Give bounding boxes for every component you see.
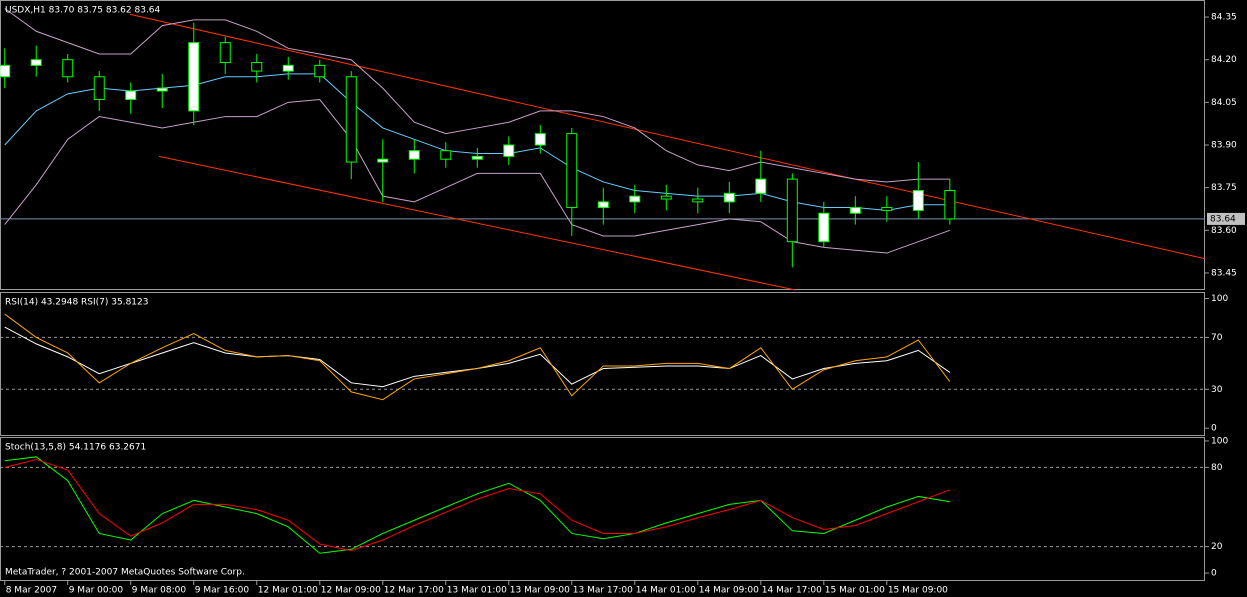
y-tick-label: 83.60 bbox=[1211, 226, 1237, 236]
y-tick-label: 20 bbox=[1211, 542, 1223, 552]
candle-body bbox=[660, 195, 672, 200]
y-tick-label: 83.45 bbox=[1211, 268, 1237, 278]
candle-body bbox=[30, 59, 42, 66]
series-line bbox=[4, 73, 950, 211]
series-line bbox=[4, 313, 951, 401]
x-tick-label: 13 Mar 17:00 bbox=[573, 586, 633, 596]
candle-body bbox=[881, 207, 893, 211]
panel-title: USDX,H1 83.70 83.75 83.62 83.64 bbox=[5, 6, 161, 16]
y-tick-label: 80 bbox=[1211, 463, 1223, 473]
panel-border bbox=[0, 437, 1205, 581]
y-tick-label: 83.75 bbox=[1211, 183, 1237, 193]
candle-body bbox=[471, 155, 483, 160]
x-tick-label: 13 Mar 01:00 bbox=[447, 586, 507, 596]
footer: MetaTrader, ? 2001-2007 MetaQuotes Softw… bbox=[5, 568, 245, 578]
x-tick-label: 9 Mar 00:00 bbox=[69, 586, 124, 596]
candle-body bbox=[629, 195, 641, 203]
x-tick-label: 15 Mar 09:00 bbox=[888, 586, 948, 596]
panel-border bbox=[0, 0, 1205, 290]
y-tick-label: 84.35 bbox=[1211, 13, 1237, 23]
candle-body bbox=[818, 212, 830, 243]
candle-body bbox=[534, 133, 546, 146]
trend-line bbox=[129, 13, 1206, 260]
panel-title: Stoch(13,5,8) 54.1176 63.2671 bbox=[5, 443, 146, 453]
candle-body bbox=[786, 178, 798, 243]
candle-body bbox=[314, 64, 326, 78]
candle-body bbox=[345, 76, 357, 163]
panel-title: RSI(14) 43.2948 RSI(7) 35.8123 bbox=[5, 298, 148, 308]
candle-body bbox=[566, 133, 578, 209]
x-tick-label: 14 Mar 17:00 bbox=[762, 586, 822, 596]
candle-body bbox=[251, 62, 263, 72]
x-tick-label: 12 Mar 01:00 bbox=[258, 586, 318, 596]
last-price-box bbox=[1207, 212, 1245, 225]
trend-line bbox=[158, 155, 796, 291]
candle-body bbox=[93, 76, 105, 101]
series-line bbox=[4, 326, 951, 388]
x-tick-label: 14 Mar 01:00 bbox=[636, 586, 696, 596]
candle-body bbox=[440, 150, 452, 160]
candle-body bbox=[755, 178, 767, 194]
x-tick-label: 9 Mar 16:00 bbox=[195, 586, 250, 596]
candle-body bbox=[723, 192, 735, 203]
candle-body bbox=[377, 158, 389, 163]
panel-border bbox=[0, 292, 1205, 436]
series-line bbox=[4, 458, 951, 552]
y-tick-label: 83.90 bbox=[1211, 141, 1237, 151]
y-tick-label: 30 bbox=[1211, 385, 1223, 395]
y-tick-label: 70 bbox=[1211, 333, 1223, 343]
candle-body bbox=[219, 42, 231, 64]
candle-body bbox=[188, 42, 200, 112]
candle-body bbox=[408, 150, 420, 160]
y-tick-label: 0 bbox=[1211, 569, 1217, 579]
y-tick-label: 84.05 bbox=[1211, 98, 1237, 108]
x-tick-label: 14 Mar 09:00 bbox=[699, 586, 759, 596]
y-tick-label: 84.20 bbox=[1211, 55, 1237, 65]
candle-body bbox=[944, 189, 956, 220]
candle-body bbox=[849, 207, 861, 214]
series-line bbox=[4, 98, 950, 254]
candle-body bbox=[62, 59, 74, 78]
x-tick-label: 8 Mar 2007 bbox=[6, 586, 57, 596]
candle-body bbox=[0, 64, 11, 78]
x-tick-label: 13 Mar 09:00 bbox=[510, 586, 570, 596]
x-tick-label: 12 Mar 17:00 bbox=[384, 586, 444, 596]
y-tick-label: 100 bbox=[1211, 436, 1228, 446]
x-tick-label: 15 Mar 01:00 bbox=[825, 586, 885, 596]
y-tick-label: 0 bbox=[1211, 424, 1217, 434]
y-tick-label: 100 bbox=[1211, 294, 1228, 304]
candle-body bbox=[156, 87, 168, 92]
candle-body bbox=[503, 144, 515, 157]
last-price-label: 83.64 bbox=[1210, 214, 1236, 224]
candle-body bbox=[125, 90, 137, 101]
candle-body bbox=[597, 201, 609, 209]
candle-body bbox=[912, 189, 924, 211]
candle-body bbox=[692, 198, 704, 203]
series-line bbox=[4, 8, 950, 183]
x-tick-label: 9 Mar 08:00 bbox=[132, 586, 187, 596]
series-line bbox=[4, 456, 950, 554]
candle-body bbox=[282, 64, 294, 72]
x-tick-label: 12 Mar 09:00 bbox=[321, 586, 381, 596]
